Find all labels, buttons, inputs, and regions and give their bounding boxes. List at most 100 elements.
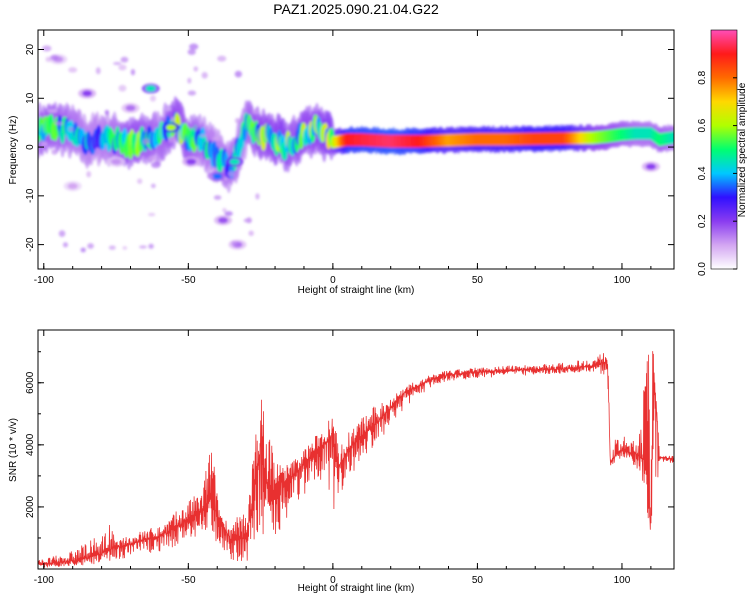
snr-panel: -100 -50 0 50 100 2000 4000 6000 Height of stra… xyxy=(8,329,675,594)
spectrogram-speckle xyxy=(167,136,177,143)
spectrogram-x-tick-label: -100 xyxy=(34,275,54,286)
spectrogram-speckle xyxy=(62,242,69,248)
spectrogram-speckle xyxy=(148,243,154,249)
spectrogram-speckle xyxy=(86,171,92,178)
spectrogram-speckle xyxy=(45,56,51,63)
colorbar-tick-label: 0.4 xyxy=(697,166,708,180)
spectrogram-speckle xyxy=(130,69,136,76)
spectrogram-speckle xyxy=(212,137,222,141)
spectrogram-ridge-cell xyxy=(671,130,674,144)
spectrogram-speckle xyxy=(150,161,161,168)
spectrogram-speckle xyxy=(122,246,128,250)
spectrogram-blob xyxy=(212,173,223,180)
snr-x-tick-label: 100 xyxy=(614,575,631,586)
snr-x-tick-label: 50 xyxy=(472,575,484,586)
spectrogram-blob xyxy=(165,124,176,131)
spectrogram-speckle xyxy=(193,66,199,72)
spectrogram-speckle xyxy=(213,195,222,200)
figure-title: PAZ1.2025.090.21.04.G22 xyxy=(273,1,439,17)
spectrogram-speckle xyxy=(150,183,156,189)
spectrogram-y-tick-label: 10 xyxy=(25,92,36,104)
spectrogram-speckle xyxy=(231,240,237,246)
spectrogram-speckle xyxy=(224,211,233,217)
spectrogram-speckle xyxy=(113,61,122,65)
spectrogram-blob xyxy=(111,158,122,165)
spectrogram-speckle xyxy=(148,155,157,162)
spectrogram-speckle xyxy=(234,70,243,78)
spectrogram-speckle xyxy=(51,148,58,155)
spectrogram-speckle xyxy=(217,55,227,62)
snr-x-tick-label: -50 xyxy=(181,575,196,586)
snr-y-label: SNR (10 * v/v) xyxy=(8,418,19,482)
spectrogram-speckle xyxy=(170,116,176,122)
spectrogram-speckle xyxy=(243,218,252,223)
spectrogram-speckle xyxy=(187,48,196,55)
spectrogram-speckle xyxy=(58,230,66,238)
spectrogram-speckle xyxy=(255,193,260,200)
spectrogram-y-tick-label: 20 xyxy=(25,44,36,56)
spectrogram-speckle xyxy=(68,126,74,132)
spectrogram-speckle xyxy=(187,77,192,84)
snr-series-line xyxy=(38,351,674,568)
spectrogram-speckle xyxy=(118,64,127,71)
spectrogram-blob xyxy=(186,158,197,165)
colorbar-tick-label: 0.8 xyxy=(697,70,708,84)
spectrogram-speckle xyxy=(42,45,52,52)
spectrogram-speckle xyxy=(206,175,214,179)
colorbar-tick-label: 0.2 xyxy=(697,214,708,228)
snr-x-label: Height of straight line (km) xyxy=(298,583,415,594)
snr-x-tick-label: 0 xyxy=(330,575,336,586)
spectrogram-x-tick-label: 0 xyxy=(330,275,336,286)
colorbar-tick-label: 0.0 xyxy=(697,262,708,276)
colorbar-label: Normalized spectral amplitude xyxy=(737,82,748,217)
spectrogram-speckle xyxy=(149,95,157,102)
spectrogram-speckle xyxy=(80,247,86,253)
colorbar-tick-label: 0.6 xyxy=(697,118,708,132)
spectrogram-y-label: Frequency (Hz) xyxy=(8,116,19,185)
spectrogram-speckle xyxy=(248,230,254,237)
spectrogram-energy xyxy=(38,43,674,253)
spectrogram-speckle xyxy=(189,43,199,50)
spectrogram-speckle xyxy=(148,212,156,217)
spectrogram-speckle xyxy=(166,107,172,111)
spectrogram-speckle xyxy=(47,109,58,113)
spectrogram-speckle xyxy=(193,124,199,132)
spectrogram-blob xyxy=(67,183,78,190)
snr-x-tick-label: -100 xyxy=(34,575,54,586)
spectrogram-blob xyxy=(229,158,240,165)
spectrogram-speckle xyxy=(222,207,227,213)
snr-y-tick-label: 6000 xyxy=(25,371,36,394)
spectrogram-speckle xyxy=(108,245,116,250)
spectrogram-speckle xyxy=(201,71,208,79)
spectrogram-speckle xyxy=(118,84,127,92)
spectrogram-blob xyxy=(82,90,93,97)
colorbar-ticks: 0.0 0.2 0.4 0.6 0.8 xyxy=(697,70,737,276)
snr-marks xyxy=(38,351,674,568)
spectrogram-blob xyxy=(645,163,656,170)
spectrogram-x-tick-label: -50 xyxy=(181,275,196,286)
spectrogram-x-tick-label: 100 xyxy=(614,275,631,286)
spectrogram-speckle xyxy=(54,121,64,126)
spectrogram-speckle xyxy=(104,109,110,115)
spectrogram-speckle xyxy=(87,243,94,249)
spectrogram-speckle xyxy=(252,109,260,115)
spectrogram-speckle xyxy=(223,176,229,181)
spectrogram-speckle xyxy=(68,67,78,73)
spectrogram-speckle xyxy=(137,178,143,184)
snr-frame xyxy=(37,329,675,570)
snr-y-tick-label: 4000 xyxy=(25,433,36,456)
spectrogram-speckle xyxy=(187,90,197,96)
spectrogram-blob xyxy=(125,105,136,112)
spectrogram-speckle xyxy=(206,130,216,137)
spectrogram-frame xyxy=(37,29,675,270)
spectrogram-speckle xyxy=(199,133,208,138)
spectrogram-blob xyxy=(145,85,156,92)
spectrogram-speckle xyxy=(40,141,48,147)
colorbar: 0.0 0.2 0.4 0.6 0.8 Normalized spectral ampl… xyxy=(697,29,748,276)
spectrogram-x-label: Height of straight line (km) xyxy=(298,285,415,296)
spectrogram-speckle xyxy=(120,56,129,63)
spectrogram-y-tick-label: -10 xyxy=(25,188,36,203)
snr-y-tick-label: 2000 xyxy=(25,495,36,518)
